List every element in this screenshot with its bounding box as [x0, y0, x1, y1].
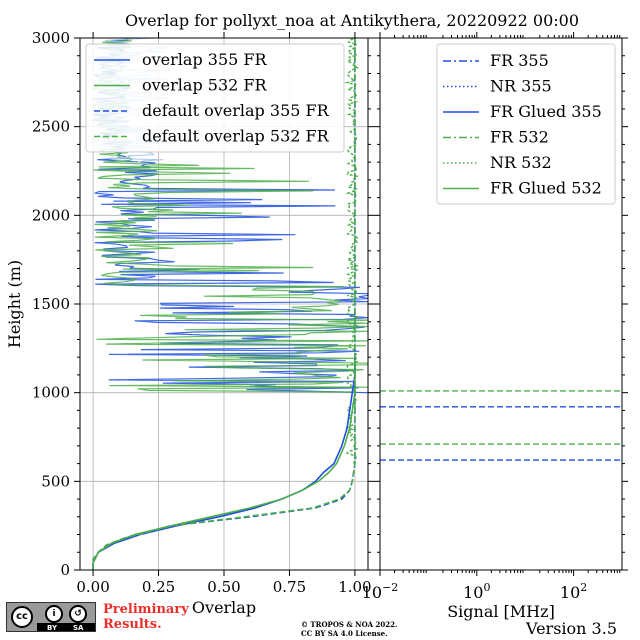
- sa-label: SA: [73, 624, 84, 632]
- legend-label: FR Glued 355: [490, 102, 602, 121]
- signal-panel: 10−2 100 102 Signal [MHz] FR 355 NR 355 FR G…: [362, 32, 628, 621]
- signal-ticks: 10−2 100 102: [362, 32, 628, 602]
- legend-label: overlap 355 FR: [142, 50, 268, 69]
- y-tick-label: 1000: [32, 384, 70, 402]
- y-tick-label: 2000: [32, 206, 70, 224]
- version-label: Version 3.5: [526, 619, 617, 638]
- legend-label: FR 355: [490, 51, 549, 70]
- y-tick-label: 500: [41, 472, 70, 490]
- log-x-tick-label: 10−2: [362, 581, 399, 602]
- y-axis-label: Height (m): [5, 260, 24, 348]
- log-x-tick-label: 102: [560, 581, 587, 602]
- overlap-x-axis-label: Overlap: [192, 598, 256, 617]
- y-tick-label: 2500: [32, 118, 70, 136]
- legend-label: NR 532: [490, 153, 552, 172]
- x-tick-label: 0.25: [142, 578, 175, 596]
- legend-label: default overlap 532 FR: [142, 127, 330, 146]
- creative-commons-icon: cc: [11, 606, 33, 628]
- signal-x-axis-label: Signal [MHz]: [447, 602, 555, 621]
- overlap-ticks: 0.00 0.25 0.50 0.75 1.00 0 500 1000 1500 2000 2500…: [32, 29, 374, 596]
- overlap-legend: overlap 355 FR overlap 532 FR default over…: [85, 43, 345, 153]
- legend-label: FR 532: [490, 128, 549, 147]
- x-tick-label: 0.00: [76, 578, 109, 596]
- signal-legend: FR 355 NR 355 FR Glued 355 FR 532 NR 532 FR G…: [436, 43, 616, 205]
- share-alike-icon: ↺: [69, 605, 87, 623]
- legend-box: [436, 43, 616, 205]
- y-tick-label: 0: [60, 561, 70, 579]
- signal-overlap-height-lines: [380, 390, 622, 461]
- legend-label: overlap 532 FR: [142, 76, 268, 95]
- x-tick-label: 0.50: [207, 578, 240, 596]
- y-tick-label: 1500: [32, 295, 70, 313]
- series-line-overlap-532-fr: [92, 357, 356, 570]
- legend-label: default overlap 355 FR: [142, 101, 330, 120]
- attribution-icon: i: [45, 605, 63, 623]
- x-tick-label: 0.75: [273, 578, 306, 596]
- noise-trace-default: [344, 37, 360, 464]
- y-tick-label: 3000: [32, 29, 70, 47]
- x-tick-label: 1.00: [338, 578, 371, 596]
- legend-label: FR Glued 532: [490, 179, 602, 198]
- overlap-panel: 0.00 0.25 0.50 0.75 1.00 0 500 1000 1500 2000 2500…: [5, 29, 374, 617]
- overlap-series: [92, 38, 356, 570]
- preliminary-results-note: Preliminary Results.: [103, 602, 189, 632]
- log-x-tick-label: 100: [463, 581, 490, 602]
- cc-by-sa-license-badge: cc i ↺ BY SA: [6, 602, 96, 632]
- copyright-note: © TROPOS & NOA 2022. CC BY SA 4.0 Licens…: [301, 620, 398, 638]
- chart-title: Overlap for pollyxt_noa at Antikythera, …: [125, 11, 579, 30]
- by-label: BY: [47, 624, 58, 632]
- series-line-default-overlap-532-fr: [92, 38, 356, 570]
- legend-label: NR 355: [490, 77, 552, 96]
- legend-box: [85, 43, 345, 153]
